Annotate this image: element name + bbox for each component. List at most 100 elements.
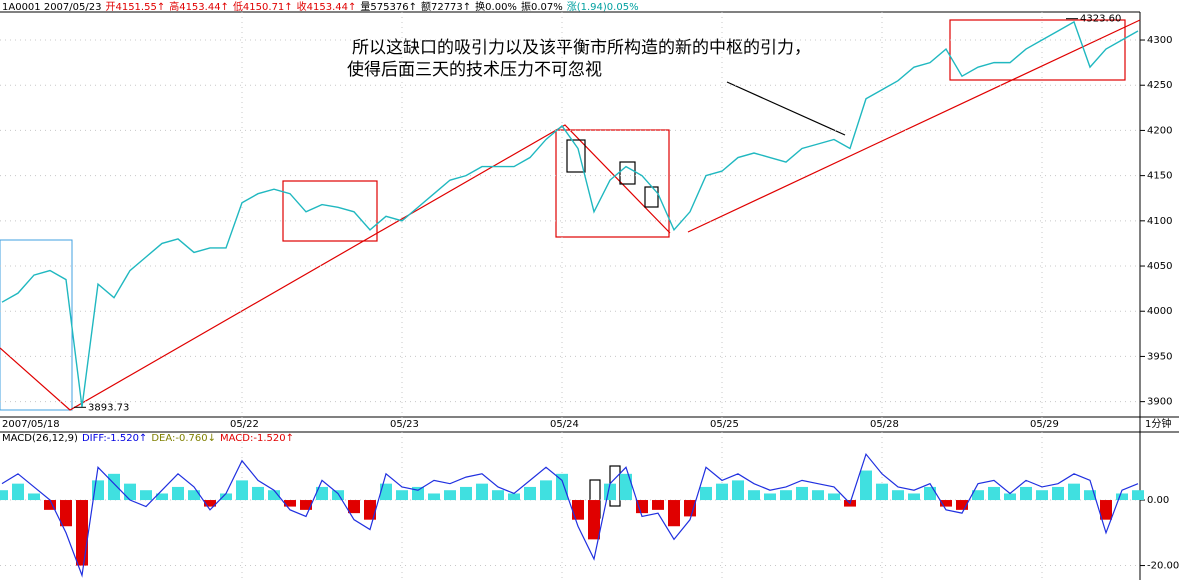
y-tick-label: 0.00 (1147, 495, 1169, 506)
diff-line (1, 452, 1139, 578)
y-tick-label: 3900 (1147, 397, 1172, 408)
macd-bar (892, 490, 904, 501)
macd-bar (76, 500, 88, 566)
macd-bar (172, 486, 184, 501)
macd-bar (44, 500, 56, 510)
box (566, 139, 586, 173)
macd-readout: DIFF:-1.520↑ (82, 433, 147, 444)
price-label-low: 3893.73 (88, 402, 129, 413)
macd-bar (300, 500, 312, 510)
macd-bar (540, 480, 552, 501)
x-tick-label: 05/29 (1030, 419, 1059, 430)
trend-line (0, 124, 671, 411)
box (282, 180, 378, 242)
macd-bar (652, 500, 664, 510)
macd-bar (508, 493, 520, 501)
macd-bar (396, 490, 408, 501)
price-label-high: 4323.60 (1080, 14, 1121, 25)
macd-title: MACD(26,12,9) (2, 433, 78, 444)
macd-bar (1100, 500, 1112, 520)
macd-bar (876, 483, 888, 501)
header-field: 涨(1.94)0.05% (567, 1, 639, 13)
header-field: 量575376↑ (360, 1, 417, 13)
y-tick-label: 3950 (1147, 351, 1172, 362)
macd-bar (796, 486, 808, 501)
y-tick-label: 4050 (1147, 261, 1172, 272)
y-tick-label: -20.00 (1147, 561, 1179, 572)
period-label: 1分钟 (1145, 417, 1171, 430)
macd-bar (956, 500, 968, 510)
macd-bar (780, 490, 792, 501)
macd-bar (1132, 490, 1144, 501)
price-line (1, 20, 1139, 408)
x-tick-label: 05/28 (870, 419, 899, 430)
macd-bar (236, 480, 248, 501)
y-tick-label: 4000 (1147, 306, 1172, 317)
header-field: 高4153.44↑ (169, 0, 229, 13)
quote-header: 1A0001 2007/05/23 开4151.55↑ 高4153.44↑ 低4150… (2, 0, 639, 13)
macd-bar (908, 493, 920, 501)
box (555, 129, 670, 238)
macd-bar (588, 500, 600, 540)
macd-bar (860, 470, 872, 501)
macd-bar (380, 483, 392, 501)
y-tick-label: 4100 (1147, 216, 1172, 227)
macd-bar (348, 500, 360, 514)
macd-bar (124, 483, 136, 501)
macd-bar (620, 473, 632, 501)
pointer-line (726, 81, 846, 136)
macd-bar (364, 500, 376, 520)
macd-bar (940, 500, 952, 507)
macd-bar (1004, 493, 1016, 501)
box (0, 239, 73, 411)
y-tick-label: 4300 (1147, 35, 1172, 46)
macd-bar (108, 473, 120, 501)
macd-bar (524, 486, 536, 501)
header-field: 振0.07% (521, 0, 563, 13)
header-field: 收4153.44↑ (297, 0, 357, 13)
macd-bar (476, 483, 488, 501)
macd-bar (1084, 490, 1096, 501)
macd-bar (556, 473, 568, 501)
header-field: 换0.00% (475, 0, 517, 13)
box (949, 19, 1126, 81)
macd-bar (268, 490, 280, 501)
macd-bar (220, 493, 232, 501)
macd-bar (1020, 486, 1032, 501)
macd-bar (1068, 483, 1080, 501)
macd-bar (732, 480, 744, 501)
x-tick-label: 05/25 (710, 419, 739, 430)
macd-readout: MACD:-1.520↑ (220, 433, 294, 444)
macd-bar (1036, 490, 1048, 501)
macd-bar (924, 486, 936, 501)
header-field: 开4151.55↑ (105, 2, 165, 13)
macd-bar (332, 490, 344, 501)
macd-bar (188, 490, 200, 501)
annotation: 所以这缺口的吸引力以及该平衡市所构造的新的中枢的引力， (352, 38, 811, 58)
macd-bar (1116, 493, 1128, 501)
header-field: 额72773↑ (421, 0, 471, 13)
macd-bar (0, 490, 8, 501)
header-field: 低4150.71↑ (233, 0, 293, 13)
y-tick-label: 4150 (1147, 171, 1172, 182)
box (644, 186, 659, 208)
macd-bar (828, 493, 840, 501)
macd-bar (684, 500, 696, 517)
macd-bar (428, 493, 440, 501)
macd-bar (572, 500, 584, 520)
y-tick-label: 4250 (1147, 80, 1172, 91)
macd-bar (140, 490, 152, 501)
macd-bar (492, 490, 504, 501)
macd-bar (412, 486, 424, 501)
macd-bar (716, 483, 728, 501)
macd-bar (988, 486, 1000, 501)
macd-bar (60, 500, 72, 527)
macd-bar (636, 500, 648, 514)
x-tick-label: 2007/05/18 (2, 419, 60, 430)
macd-bar (1052, 486, 1064, 501)
macd-bar (444, 490, 456, 501)
y-tick-label: 4200 (1147, 125, 1172, 136)
annotation: 使得后面三天的技术压力不可忽视 (347, 59, 602, 80)
macd-header: MACD(26,12,9) DIFF:-1.520↑ DEA:-0.760↓ MACD… (2, 433, 294, 444)
